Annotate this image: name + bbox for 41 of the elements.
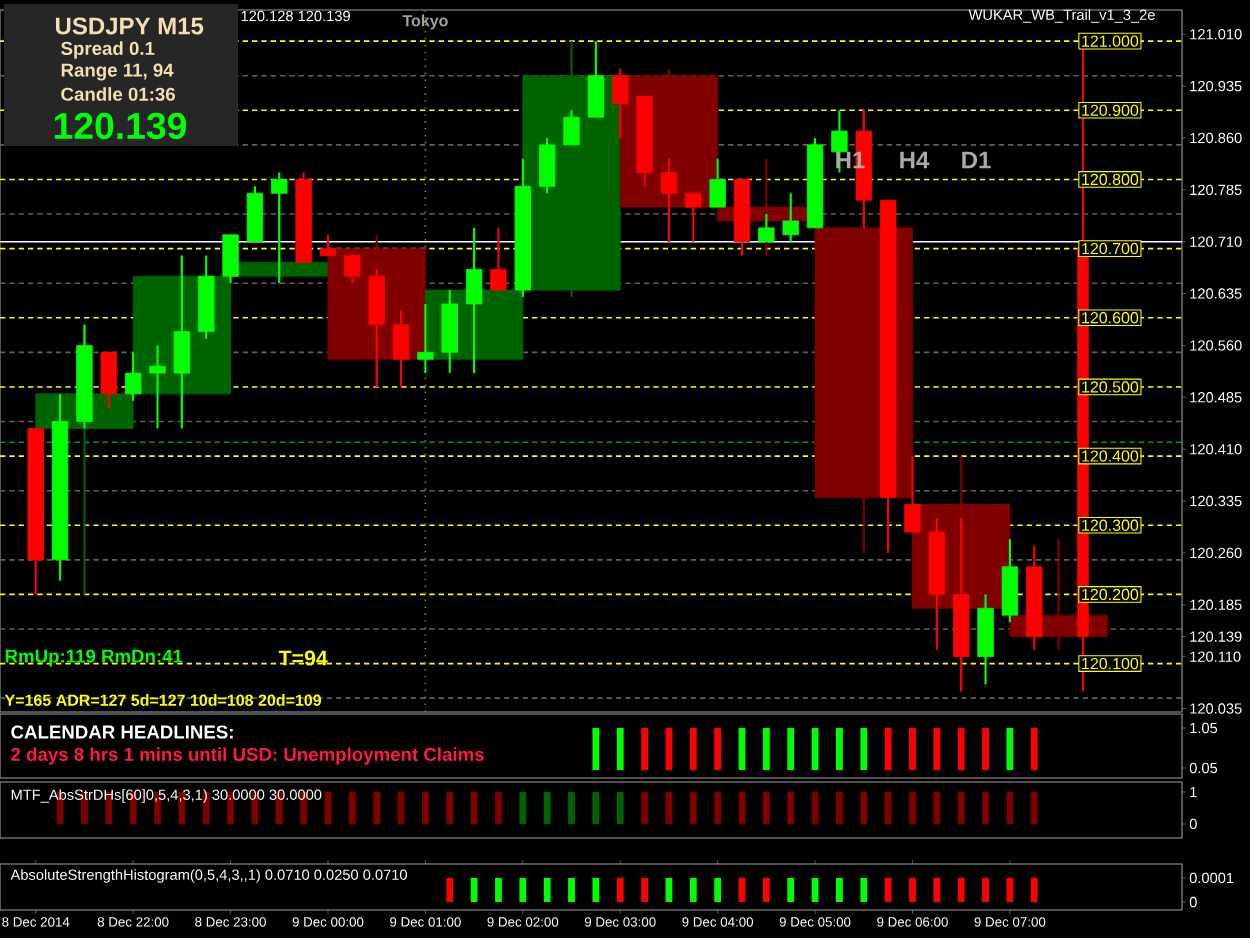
ref-line-label: 120.300 [1082,519,1139,531]
candlestick [124,351,142,402]
annotation: H4 [900,151,930,169]
candlestick [685,192,702,243]
annotation: 2 days 8 hrs 1 mins until USD: Unemployment Claims [11,747,484,765]
annotation: USDJPY M15 [55,17,204,35]
annotation: Y=165 ADR=127 5d=127 10d=108 20d=109 [4,694,322,706]
annotation: 120.139 [54,112,187,140]
annotation: Range 11, 94 [61,63,174,81]
candlestick [538,136,556,195]
ref-line-label: 120.700 [1082,242,1139,255]
annotation: T=94 [278,650,328,666]
candlestick [344,254,361,285]
ref-line-label: Tokyo [402,14,448,30]
candlestick [149,344,166,430]
candlestick [587,40,605,119]
ref-line-label: 120.800 [1082,173,1139,186]
candlestick [782,192,799,243]
candlestick [319,233,337,257]
annotation: Candle 01:36 [61,87,175,101]
annotation: RmUp:119 RmDn:41 [5,649,183,667]
candlestick [709,157,726,209]
candlestick [417,302,434,375]
annotation: Spread 0.1 [61,41,155,59]
ref-line-label: 120.100 [1082,657,1139,670]
candlestick [100,351,117,409]
candlestick [392,309,410,389]
candlestick [758,212,775,243]
ref-line-label: 120.900 [1082,104,1139,116]
candlestick [904,455,921,534]
candlestick [612,67,629,140]
candlestick [563,109,580,146]
ref-line-label: 120.400 [1082,450,1139,462]
candlestick [490,226,507,292]
ref-line-label: 121.000 [1082,35,1139,47]
annotation: D1 [962,151,991,169]
ref-line-label: 120.500 [1082,381,1139,393]
candlestick [222,233,239,285]
ref-line-label: 120.200 [1082,588,1139,601]
ref-line-label: 120.600 [1082,312,1139,324]
chart-title: CALENDAR HEADLINES: [11,725,233,739]
